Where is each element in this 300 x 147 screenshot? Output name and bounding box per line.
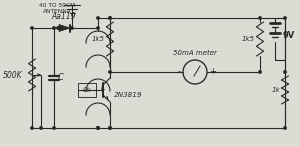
Polygon shape bbox=[59, 25, 70, 31]
Circle shape bbox=[53, 27, 55, 29]
Circle shape bbox=[31, 127, 33, 129]
Text: -: - bbox=[178, 67, 181, 76]
Circle shape bbox=[57, 27, 59, 29]
Text: Aa119: Aa119 bbox=[52, 12, 76, 21]
Circle shape bbox=[109, 17, 111, 19]
Text: 40 TO 50CM
ANTENNA: 40 TO 50CM ANTENNA bbox=[39, 3, 75, 14]
Text: 1k5: 1k5 bbox=[242, 36, 255, 42]
Text: 9V: 9V bbox=[283, 30, 295, 40]
Circle shape bbox=[284, 17, 286, 19]
Circle shape bbox=[284, 71, 286, 73]
Text: +: + bbox=[209, 67, 216, 76]
Circle shape bbox=[31, 27, 33, 29]
Circle shape bbox=[71, 27, 73, 29]
Circle shape bbox=[284, 127, 286, 129]
Text: 50mA meter: 50mA meter bbox=[173, 50, 217, 56]
Circle shape bbox=[53, 127, 55, 129]
Circle shape bbox=[97, 27, 99, 29]
Text: 2N3819: 2N3819 bbox=[114, 92, 142, 98]
Text: C: C bbox=[58, 74, 64, 82]
Circle shape bbox=[109, 71, 111, 73]
Text: 500K: 500K bbox=[2, 71, 22, 80]
Circle shape bbox=[109, 127, 111, 129]
Text: 0k: 0k bbox=[83, 87, 91, 93]
Circle shape bbox=[259, 17, 261, 19]
Circle shape bbox=[259, 71, 261, 73]
Circle shape bbox=[97, 127, 99, 129]
Text: 1k: 1k bbox=[272, 87, 280, 93]
Circle shape bbox=[40, 127, 42, 129]
Bar bbox=[78, 83, 96, 97]
Text: 1k5: 1k5 bbox=[92, 36, 105, 42]
Circle shape bbox=[109, 17, 111, 19]
Circle shape bbox=[97, 127, 99, 129]
Circle shape bbox=[97, 127, 99, 129]
Text: L: L bbox=[101, 83, 106, 92]
Circle shape bbox=[97, 17, 99, 19]
Circle shape bbox=[109, 127, 111, 129]
